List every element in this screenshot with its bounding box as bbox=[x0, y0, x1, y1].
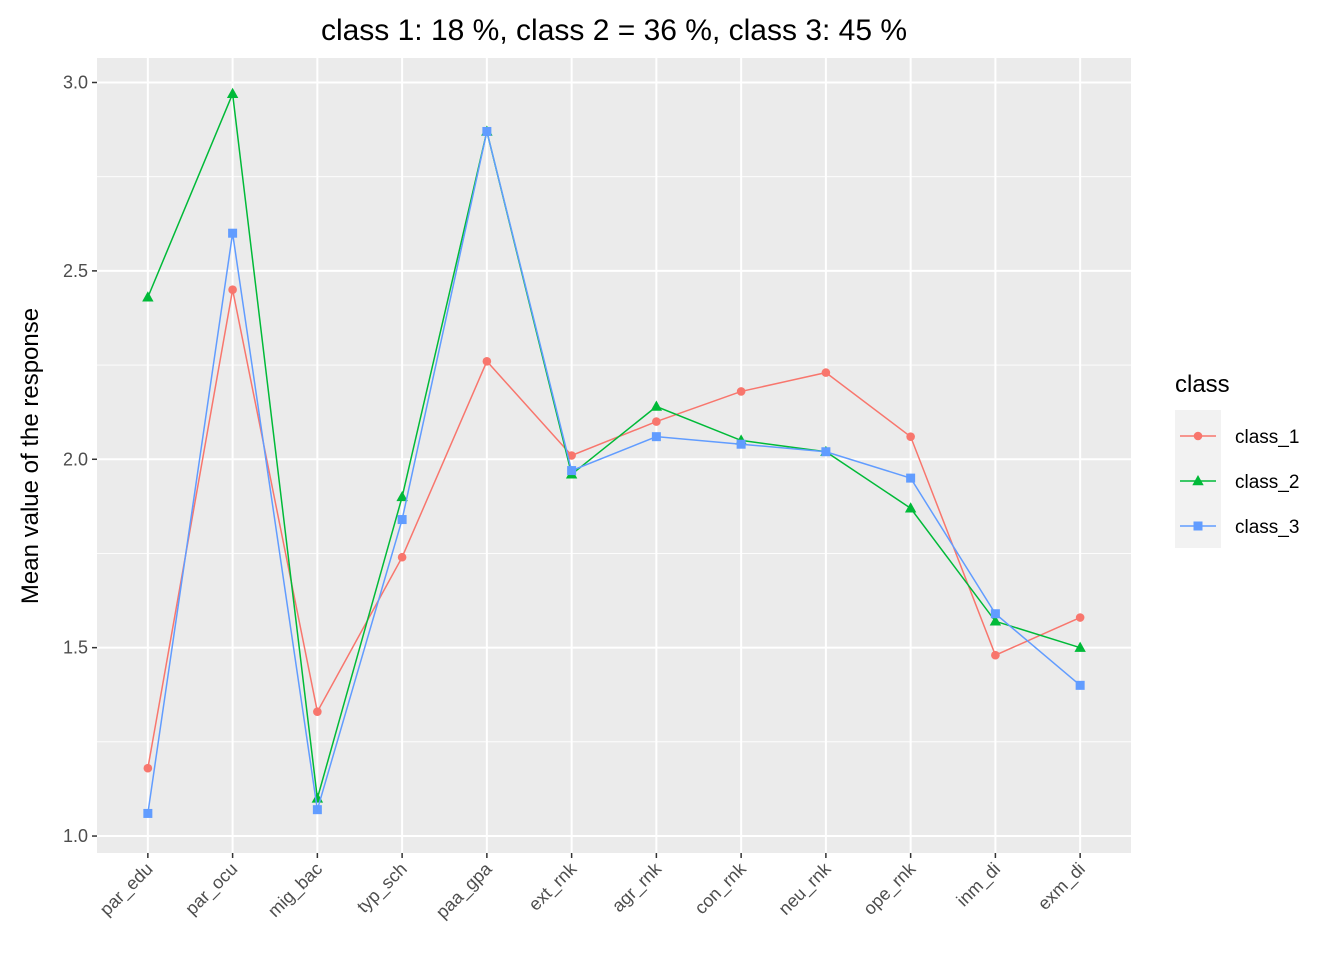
x-tick-label: inm_di bbox=[953, 859, 1005, 911]
data-point-class_3 bbox=[821, 447, 831, 457]
x-axis: par_edu par_ocu mig_bac typ_sch paa_gpa ext_r… bbox=[96, 853, 1090, 923]
legend-label-class_3: class_3 bbox=[1235, 517, 1299, 538]
data-point-class_3 bbox=[906, 473, 916, 483]
data-point-class_1 bbox=[736, 387, 746, 396]
data-point-class_1 bbox=[1075, 613, 1085, 622]
data-point-class_2 bbox=[1074, 641, 1086, 652]
y-axis: 1.0 1.5 2.0 2.5 3.0 bbox=[63, 72, 97, 846]
series-class_1 bbox=[143, 285, 1085, 773]
legend-key-class_1 bbox=[1180, 431, 1216, 441]
series-line-class_1 bbox=[147, 289, 1081, 769]
x-tick-label: par_ocu bbox=[181, 859, 242, 920]
x-tick-label: mig_bac bbox=[264, 859, 327, 922]
data-point-class_3 bbox=[312, 805, 322, 815]
y-tick-label: 2.5 bbox=[63, 261, 88, 281]
y-axis-title: Mean value of the response bbox=[17, 308, 44, 604]
x-tick-label: paa_gpa bbox=[432, 858, 497, 923]
data-point-class_1 bbox=[397, 552, 407, 562]
data-point-class_3 bbox=[397, 515, 407, 525]
data-point-class_1 bbox=[482, 357, 492, 366]
data-point-class_2 bbox=[989, 615, 1002, 626]
data-point-class_3 bbox=[567, 466, 577, 476]
legend: class class_1 class_2 class_3 bbox=[1175, 371, 1299, 548]
legend-key-class_3 bbox=[1180, 521, 1216, 531]
y-tick-label: 1.5 bbox=[63, 638, 88, 658]
legend-label-class_2: class_2 bbox=[1235, 472, 1299, 493]
data-point-class_3 bbox=[736, 439, 746, 449]
x-tick-label: con_rnk bbox=[691, 858, 752, 919]
data-point-class_1 bbox=[143, 763, 153, 773]
data-point-class_1 bbox=[821, 368, 831, 377]
data-point-class_2 bbox=[904, 502, 917, 513]
minor-gridlines bbox=[97, 176, 1131, 743]
data-point-class_3 bbox=[1075, 680, 1085, 690]
legend-key-marker bbox=[1193, 521, 1203, 531]
legend-label-class_1: class_1 bbox=[1235, 427, 1299, 448]
x-tick-label: typ_sch bbox=[353, 859, 412, 918]
chart-title: class 1: 18 %, class 2 = 36 %, class 3: … bbox=[321, 14, 907, 47]
data-point-class_1 bbox=[313, 707, 322, 717]
series-layer bbox=[142, 87, 1086, 818]
x-tick-label: neu_rnk bbox=[775, 858, 837, 920]
x-tick-label: par_edu bbox=[96, 859, 158, 921]
data-point-class_3 bbox=[651, 432, 661, 442]
x-tick-label: ope_rnk bbox=[859, 858, 921, 920]
x-tick-label: ext_rnk bbox=[525, 858, 582, 915]
data-point-class_3 bbox=[990, 609, 1000, 619]
data-point-class_2 bbox=[226, 87, 239, 98]
plot-panel bbox=[97, 58, 1131, 853]
y-tick-label: 1.0 bbox=[63, 826, 88, 846]
legend-key-class_2 bbox=[1180, 475, 1216, 486]
data-point-class_2 bbox=[142, 291, 154, 302]
legend-key-marker bbox=[1193, 431, 1203, 441]
data-point-class_1 bbox=[906, 432, 915, 441]
data-point-class_3 bbox=[228, 228, 238, 238]
data-point-class_2 bbox=[650, 400, 663, 411]
data-point-class_1 bbox=[228, 285, 237, 295]
data-point-class_3 bbox=[482, 126, 492, 136]
data-point-class_1 bbox=[652, 417, 661, 426]
x-tick-label: exm_di bbox=[1034, 859, 1090, 915]
legend-key-marker bbox=[1192, 475, 1204, 486]
data-point-class_1 bbox=[567, 451, 576, 460]
series-line-class_2 bbox=[147, 90, 1081, 799]
data-point-class_3 bbox=[143, 808, 153, 818]
data-point-class_1 bbox=[991, 650, 1000, 660]
y-tick-label: 2.0 bbox=[63, 449, 88, 469]
series-line-class_3 bbox=[147, 131, 1081, 814]
series-class_3 bbox=[143, 126, 1085, 818]
y-tick-label: 3.0 bbox=[63, 72, 88, 92]
x-tick-label: agr_rnk bbox=[608, 858, 667, 917]
data-point-class_2 bbox=[396, 490, 408, 502]
legend-title: class bbox=[1175, 371, 1230, 398]
